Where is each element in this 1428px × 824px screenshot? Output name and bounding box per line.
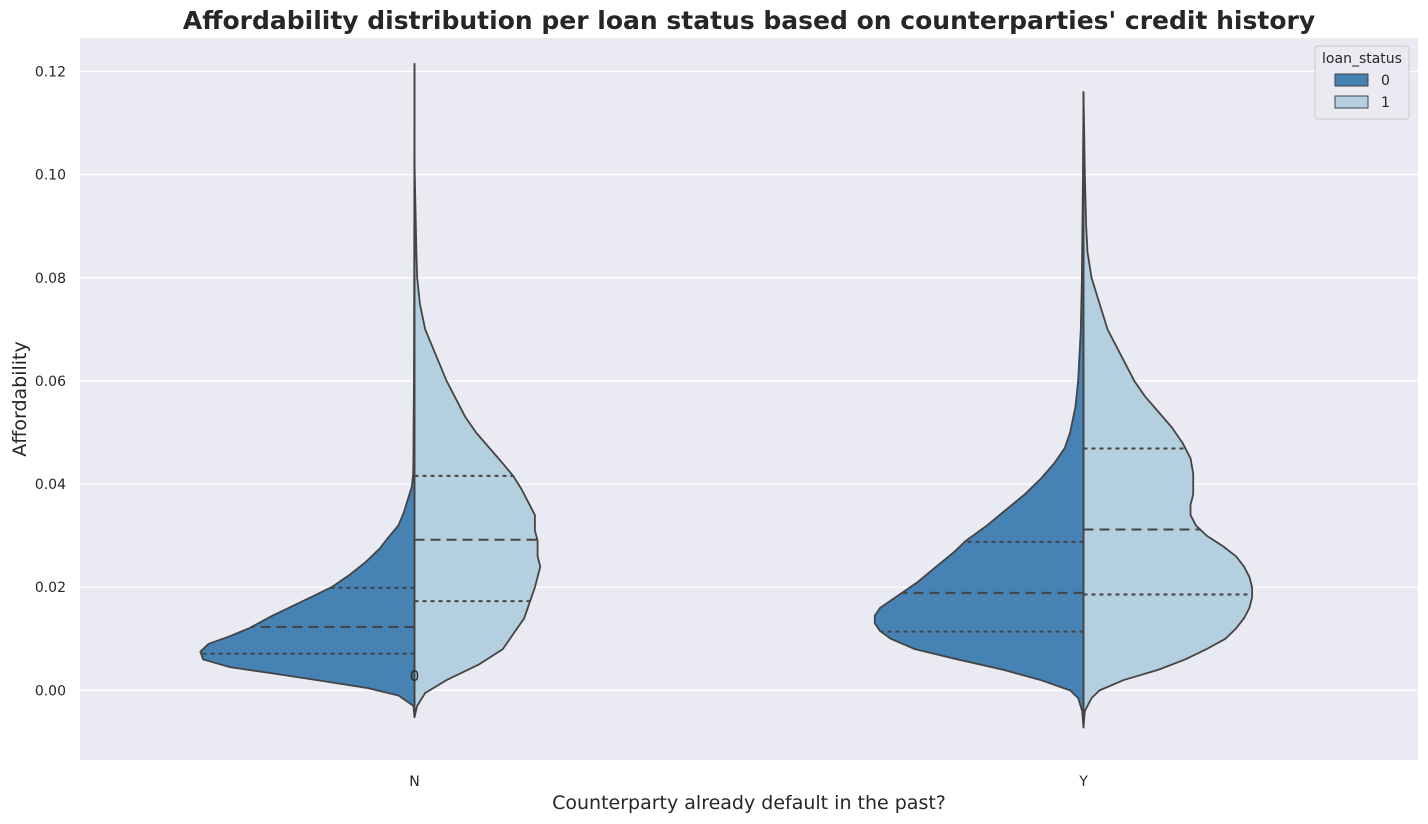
x-axis-label: Counterparty already default in the past…: [552, 792, 946, 814]
violin-half-0-Y: [873, 91, 1085, 729]
x-tick-label: N: [409, 774, 419, 790]
chart-title: Affordability distribution per loan stat…: [183, 6, 1315, 35]
legend-swatch-1: [1334, 95, 1369, 109]
y-tick-label: 0.04: [35, 477, 66, 493]
y-tick-label: 0.08: [35, 271, 66, 287]
legend-entry-label: 0: [1381, 73, 1390, 89]
legend-title: loan_status: [1322, 51, 1402, 67]
y-tick-label: 0.06: [35, 374, 66, 390]
y-tick-label: 0.10: [35, 168, 66, 184]
center-lines: [413, 63, 1085, 728]
annotation-label: 0: [410, 667, 420, 685]
legend: loan_status 0 1: [1314, 45, 1410, 120]
quartile-lines: [201, 447, 1253, 655]
y-tick-label: 0.02: [35, 580, 66, 596]
violin-half-1-N: [413, 158, 542, 719]
legend-entry-label: 1: [1381, 95, 1390, 111]
y-tick-label: 0.00: [35, 683, 66, 699]
y-tick-labels: 0.00 0.02 0.04 0.06 0.08 0.10 0.12: [35, 65, 66, 700]
y-axis-label: Affordability: [9, 341, 31, 456]
violins: [199, 62, 1253, 729]
x-tick-label: Y: [1078, 774, 1088, 790]
violin-half-1-Y: [1082, 91, 1253, 729]
legend-swatch-0: [1334, 73, 1369, 87]
gridlines: [80, 70, 1418, 692]
y-tick-label: 0.12: [35, 65, 66, 81]
